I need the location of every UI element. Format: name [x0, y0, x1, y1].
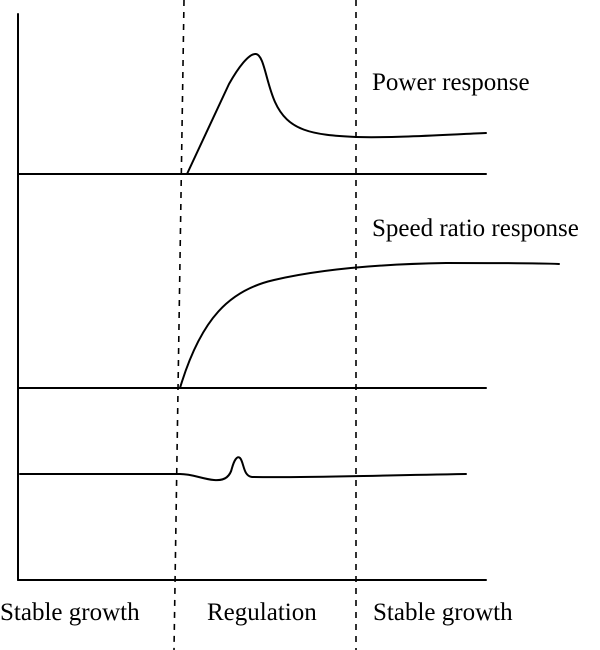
speed-ratio-response-curve [179, 262, 560, 389]
power-response-label: Power response [372, 69, 530, 96]
power-response-curve [186, 53, 487, 175]
regulation-start-divider [173, 0, 185, 650]
speed-ratio-response-label: Speed ratio response [372, 215, 579, 242]
stable-growth-right-label: Stable growth [373, 599, 513, 626]
stable-growth-left-label: Stable growth [0, 599, 140, 626]
bottom-response-curve [19, 456, 467, 482]
regulation-label: Regulation [207, 599, 317, 626]
